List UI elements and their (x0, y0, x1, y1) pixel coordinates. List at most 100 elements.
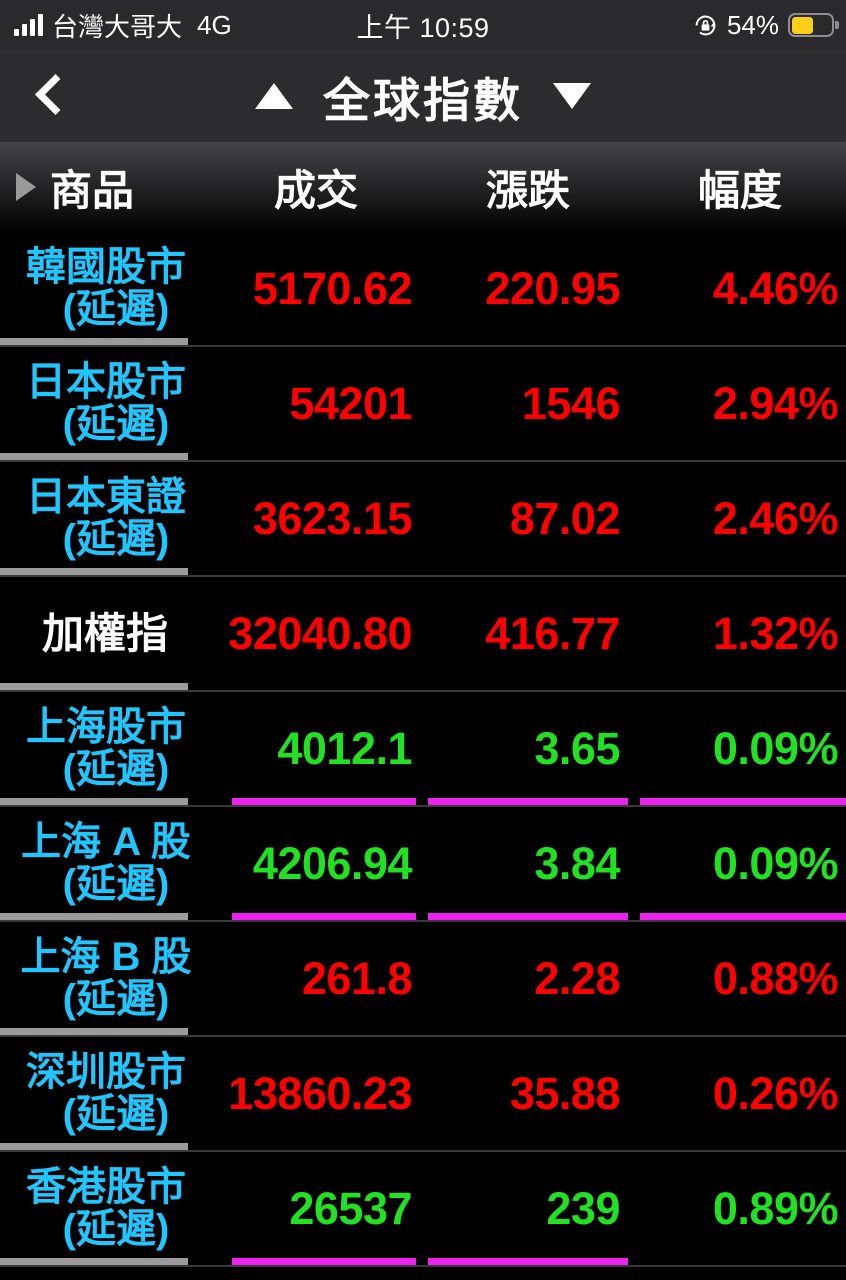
table-header: 商品 成交 漲跌 幅度 (0, 142, 846, 232)
row-price-cell-value: 5170.62 (252, 262, 413, 314)
row-price-cell-value: 54201 (289, 377, 412, 429)
row-percent-cell[interactable]: 2.46% (634, 462, 846, 575)
row-limit-marker (232, 798, 416, 805)
row-price-cell[interactable]: 4206.94 (210, 807, 422, 920)
row-change-cell[interactable]: 239 (422, 1152, 634, 1265)
row-product-cell[interactable]: 韓國股市 (延遲) (0, 232, 210, 345)
row-price-cell[interactable]: 54201 (210, 347, 422, 460)
row-product-name: 日本東證 (26, 474, 186, 519)
row-change-cell[interactable]: 1546 (422, 347, 634, 460)
status-bar: 台灣大哥大 4G 上午 10:59 54% (0, 0, 846, 50)
column-header-price[interactable]: 成交 (210, 157, 422, 218)
row-percent-cell-value: 0.09% (712, 837, 839, 889)
row-label-underline (0, 913, 188, 920)
quote-list: 韓國股市 (延遲) 5170.62 220.95 4.46% 日本股市 (延遲) 54201 1… (0, 232, 846, 1267)
row-price-cell[interactable]: 32040.80 (210, 577, 422, 690)
row-percent-cell-value: 2.46% (712, 492, 839, 544)
row-product-cell[interactable]: 香港股市 (延遲) (0, 1152, 210, 1265)
battery-percent: 54% (726, 9, 779, 40)
page-title: 全球指數 (323, 73, 523, 127)
triangle-right-icon (16, 173, 36, 201)
row-change-cell-value: 35.88 (509, 1067, 621, 1119)
triangle-down-icon[interactable] (553, 83, 591, 109)
row-change-cell-value: 1546 (521, 377, 621, 429)
row-price-cell[interactable]: 261.8 (210, 922, 422, 1035)
row-product-cell[interactable]: 深圳股市 (延遲) (0, 1037, 210, 1150)
row-percent-cell[interactable]: 0.89% (634, 1152, 846, 1265)
row-percent-cell[interactable]: 4.46% (634, 232, 846, 345)
row-product-delay-note: (延遲) (62, 1206, 170, 1251)
row-price-cell[interactable]: 4012.1 (210, 692, 422, 805)
row-product-name: 香港股市 (26, 1164, 186, 1209)
row-product-delay-note: (延遲) (62, 976, 170, 1021)
row-price-cell-value: 4012.1 (277, 722, 412, 774)
row-change-cell-value: 220.95 (485, 262, 620, 314)
table-row[interactable]: 上海 B 股 (延遲) 261.8 2.28 0.88% (0, 922, 846, 1037)
table-row[interactable]: 日本東證 (延遲) 3623.15 87.02 2.46% (0, 462, 846, 577)
carrier-name: 台灣大哥大 (52, 11, 183, 42)
column-header-change-label: 漲跌 (485, 166, 570, 214)
table-row[interactable]: 深圳股市 (延遲) 13860.23 35.88 0.26% (0, 1037, 846, 1152)
row-percent-cell[interactable]: 0.88% (634, 922, 846, 1035)
row-label-underline (0, 683, 188, 690)
column-header-product[interactable]: 商品 (0, 157, 210, 218)
triangle-up-icon[interactable] (255, 83, 293, 109)
table-row[interactable]: 上海 A 股 (延遲) 4206.94 3.84 0.09% (0, 807, 846, 922)
row-product-cell[interactable]: 日本股市 (延遲) (0, 347, 210, 460)
row-product-cell[interactable]: 上海 A 股 (延遲) (0, 807, 210, 920)
row-price-cell[interactable]: 3623.15 (210, 462, 422, 575)
table-row[interactable]: 上海股市 (延遲) 4012.1 3.65 0.09% (0, 692, 846, 807)
row-price-cell-value: 4206.94 (252, 837, 413, 889)
row-price-cell-value: 26537 (289, 1182, 412, 1234)
column-header-change[interactable]: 漲跌 (422, 157, 634, 218)
row-limit-marker (428, 1258, 628, 1265)
row-change-cell-value: 3.65 (534, 722, 620, 774)
row-product-name: 韓國股市 (26, 244, 186, 289)
table-row[interactable]: 加權指 32040.80 416.77 1.32% (0, 577, 846, 692)
row-percent-cell[interactable]: 1.32% (634, 577, 846, 690)
row-product-cell[interactable]: 上海股市 (延遲) (0, 692, 210, 805)
rotation-lock-icon (693, 13, 718, 38)
row-percent-cell-value: 4.46% (712, 262, 839, 314)
row-label-underline (0, 798, 188, 805)
row-percent-cell-value: 2.94% (712, 377, 839, 429)
row-change-cell[interactable]: 220.95 (422, 232, 634, 345)
row-change-cell[interactable]: 87.02 (422, 462, 634, 575)
table-row[interactable]: 韓國股市 (延遲) 5170.62 220.95 4.46% (0, 232, 846, 347)
row-percent-cell[interactable]: 0.26% (634, 1037, 846, 1150)
row-product-cell[interactable]: 加權指 (0, 577, 210, 690)
row-price-cell[interactable]: 13860.23 (210, 1037, 422, 1150)
row-product-delay-note: (延遲) (62, 746, 170, 791)
row-change-cell[interactable]: 3.65 (422, 692, 634, 805)
nav-bar-center: 全球指數 (0, 50, 846, 142)
row-change-cell[interactable]: 416.77 (422, 577, 634, 690)
status-bar-left: 台灣大哥大 4G (0, 7, 232, 44)
row-product-delay-note: (延遲) (62, 861, 170, 906)
row-percent-cell[interactable]: 0.09% (634, 807, 846, 920)
signal-bars-icon (14, 14, 43, 36)
row-change-cell[interactable]: 35.88 (422, 1037, 634, 1150)
row-change-cell[interactable]: 2.28 (422, 922, 634, 1035)
row-product-name: 上海 B 股 (20, 934, 192, 979)
table-row[interactable]: 日本股市 (延遲) 54201 1546 2.94% (0, 347, 846, 462)
row-percent-cell[interactable]: 2.94% (634, 347, 846, 460)
row-price-cell[interactable]: 26537 (210, 1152, 422, 1265)
row-label-underline (0, 453, 188, 460)
row-percent-cell-value: 0.89% (712, 1182, 839, 1234)
row-product-cell[interactable]: 上海 B 股 (延遲) (0, 922, 210, 1035)
row-product-delay-note: (延遲) (62, 286, 170, 331)
row-percent-cell[interactable]: 0.09% (634, 692, 846, 805)
row-change-cell-value: 87.02 (509, 492, 621, 544)
row-price-cell[interactable]: 5170.62 (210, 232, 422, 345)
row-change-cell-value: 239 (546, 1182, 620, 1234)
column-header-price-label: 成交 (273, 166, 358, 214)
row-price-cell-value: 32040.80 (228, 607, 412, 659)
row-product-cell[interactable]: 日本東證 (延遲) (0, 462, 210, 575)
row-limit-marker (428, 913, 628, 920)
table-row[interactable]: 香港股市 (延遲) 26537 239 0.89% (0, 1152, 846, 1267)
row-change-cell[interactable]: 3.84 (422, 807, 634, 920)
row-product-delay-note: (延遲) (62, 401, 170, 446)
row-product-name: 加權指 (41, 609, 168, 657)
row-product-delay-note: (延遲) (62, 516, 170, 561)
column-header-percent[interactable]: 幅度 (634, 157, 846, 218)
